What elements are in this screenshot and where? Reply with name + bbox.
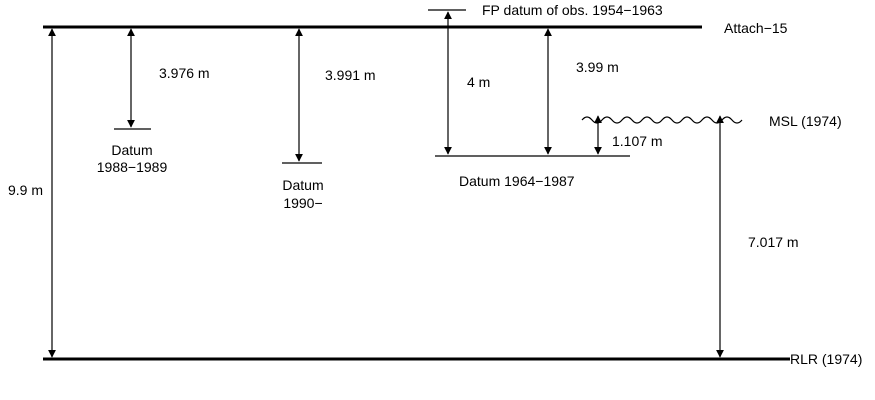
datum-1990-value: 3.991 m [325, 67, 376, 83]
datum-1988-label-line2: 1988−1989 [97, 159, 168, 175]
total-height-value: 9.9 m [8, 182, 43, 198]
msl-wave-line [581, 116, 743, 124]
msl-1974-label: MSL (1974) [769, 113, 842, 129]
datum1964-to-msl-value: 1.107 m [612, 133, 663, 149]
datum-1990-label-line2: 1990− [283, 195, 322, 211]
fp-datum-label: FP datum of obs. 1954−1963 [482, 2, 663, 18]
fp-to-1964-value: 4 m [467, 74, 490, 90]
datum-1990-label-line1: Datum [282, 177, 323, 193]
msl-to-rlr-value: 7.017 m [748, 234, 799, 250]
datum-1988-value: 3.976 m [159, 65, 210, 81]
attach-to-1964-value: 3.99 m [576, 59, 619, 75]
attach-15-label: Attach−15 [724, 20, 788, 36]
rlr-1974-label: RLR (1974) [790, 351, 862, 367]
datum-1988-label-line1: Datum [111, 142, 152, 158]
datum-1964-label: Datum 1964−1987 [459, 173, 575, 189]
